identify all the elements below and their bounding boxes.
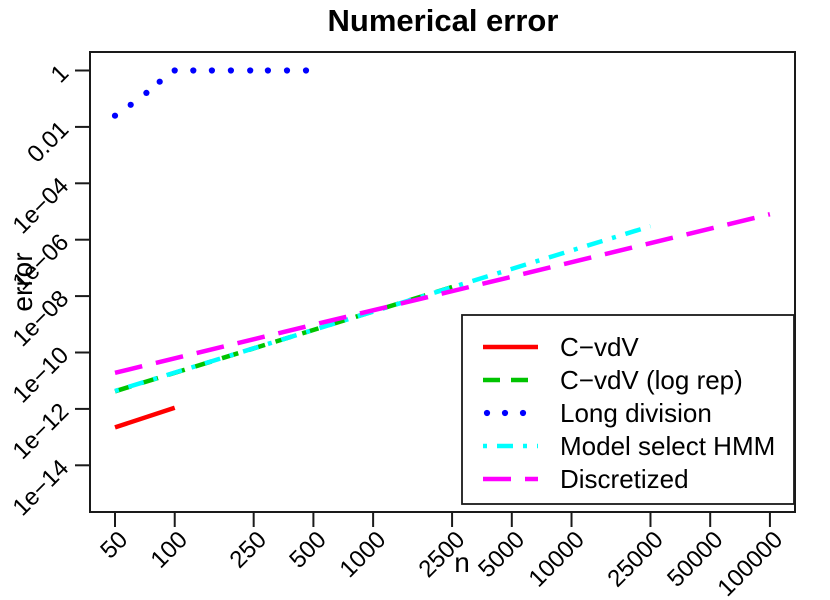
legend-key-dot (483, 409, 491, 417)
data-point (283, 67, 291, 74)
legend-entry: C−vdV (log rep) (483, 365, 743, 395)
legend-key-dot (519, 409, 527, 417)
data-point (156, 78, 163, 85)
legend-entry: C−vdV (483, 332, 639, 362)
y-tick-label: 1e−04 (7, 172, 74, 239)
legend-label: Model select HMM (560, 431, 775, 461)
data-point (171, 67, 178, 74)
x-tick-label: 250 (225, 526, 272, 573)
legend-label: C−vdV (560, 332, 639, 362)
legend-label: C−vdV (log rep) (560, 365, 743, 395)
legend-entry: Discretized (483, 464, 689, 494)
x-tick-label: 500 (284, 526, 331, 573)
data-point (111, 112, 119, 119)
legend-entry: Long division (483, 398, 712, 428)
x-tick-label: 100 (146, 526, 193, 573)
legend-key-dot (501, 409, 509, 417)
x-tick-label: 25000 (602, 526, 668, 592)
data-point (247, 67, 254, 74)
x-tick-label: 50 (95, 526, 133, 564)
y-tick-label: 1e−14 (7, 454, 74, 521)
series-long-division (111, 67, 310, 119)
data-point (143, 89, 150, 96)
data-point (190, 67, 197, 74)
x-tick-label: 10000 (523, 526, 589, 592)
y-tick-label: 0.01 (22, 116, 74, 168)
legend-label: Long division (560, 398, 712, 428)
legend-entry: Model select HMM (483, 431, 775, 461)
series-discretized (114, 212, 771, 375)
x-tick-label: 5000 (473, 526, 530, 583)
x-tick-label: 100000 (712, 526, 788, 600)
y-tick-label: 1e−12 (7, 398, 74, 465)
y-tick-label: 1e−10 (7, 342, 74, 409)
y-axis-label: error (7, 252, 38, 312)
y-tick-label: 1 (46, 60, 75, 89)
x-axis-label: n (454, 547, 470, 578)
series-c-vdv (114, 405, 176, 430)
chart-title: Numerical error (327, 3, 559, 38)
data-point (302, 67, 310, 74)
data-point (208, 67, 215, 74)
data-point (127, 101, 134, 108)
plot-box (89, 51, 796, 513)
data-point (227, 67, 234, 74)
x-tick-label: 1000 (335, 526, 392, 583)
legend-label: Discretized (560, 464, 689, 494)
data-point (264, 67, 271, 74)
